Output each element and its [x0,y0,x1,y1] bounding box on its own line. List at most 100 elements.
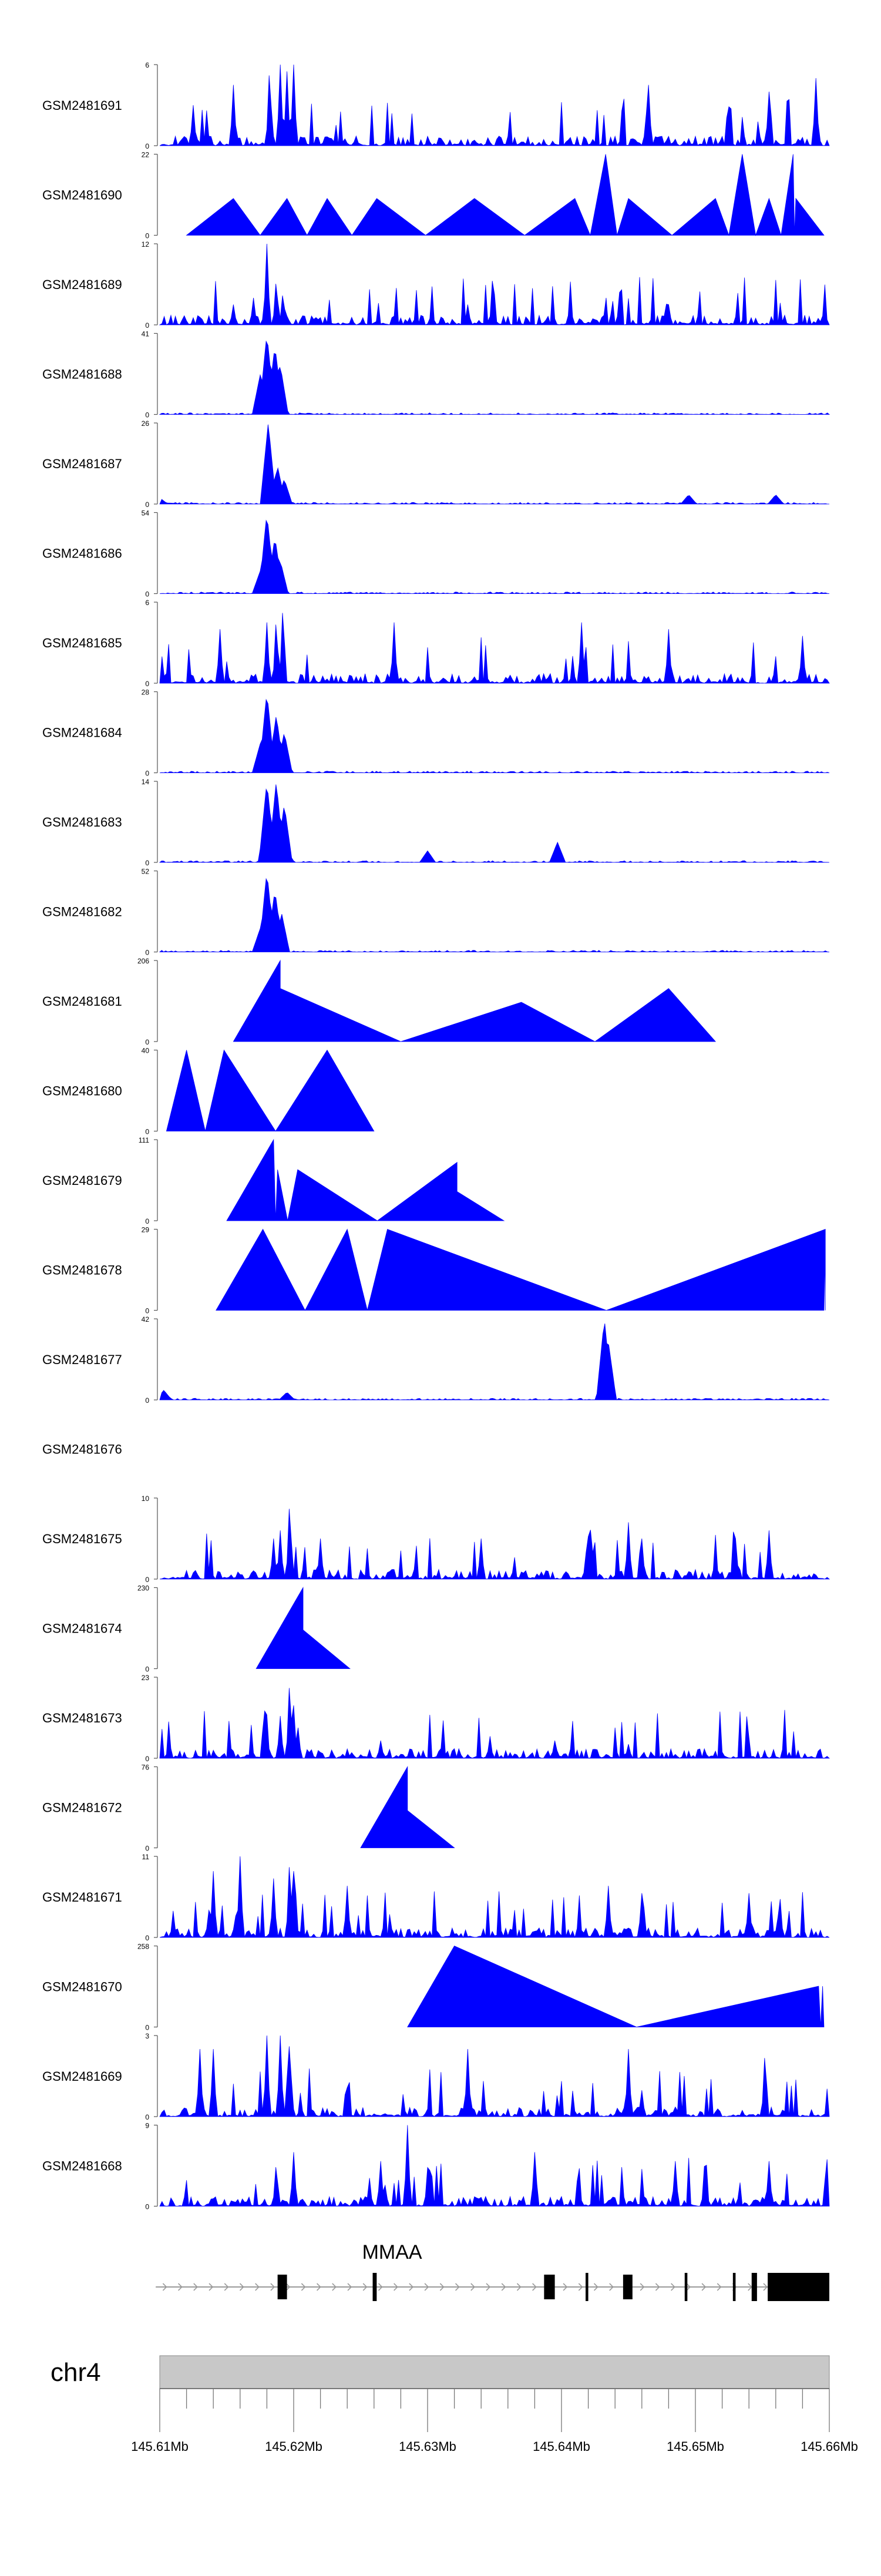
strand-arrow [563,2283,568,2291]
track-label: GSM2481690 [42,188,122,203]
signal-area [255,1587,351,1669]
track-label: GSM2481691 [42,98,122,113]
track-label: GSM2481674 [42,1621,122,1636]
x-tick-label: 145.65Mb [667,2439,724,2454]
track-label: GSM2481687 [42,456,122,471]
signal-area [159,1856,830,1939]
y-tick-max: 54 [142,509,150,518]
y-tick-max: 6 [145,61,149,69]
y-tick-min: 0 [145,1307,149,1315]
signal-area [186,154,825,237]
strand-arrow [486,2283,491,2291]
strand-arrow [455,2283,460,2291]
strand-arrow [270,2283,275,2291]
strand-arrow [516,2283,522,2291]
y-tick-min: 0 [145,770,149,778]
signal-area [216,1228,826,1311]
signal-area [159,519,830,594]
x-tick-label: 145.61Mb [131,2439,189,2454]
track-label: GSM2481668 [42,2159,122,2174]
signal-area [233,959,717,1042]
strand-arrow [362,2283,368,2291]
strand-arrow [717,2283,722,2291]
strand-arrow [301,2283,306,2291]
track-gsm2481668: GSM2481668 9 0 [42,2122,830,2211]
y-tick-max: 9 [145,2122,149,2130]
y-tick-min: 0 [145,1576,149,1584]
chromosome-bar [159,2355,830,2389]
y-tick-min: 0 [145,501,149,509]
y-tick-max: 6 [145,599,149,607]
track-label: GSM2481684 [42,726,122,740]
y-tick-max: 26 [142,419,150,428]
track-label: GSM2481682 [42,905,122,919]
strand-arrow [317,2283,321,2291]
strand-arrow [686,2283,691,2291]
y-tick-max: 258 [137,1943,149,1951]
strand-arrow [255,2283,260,2291]
track-gsm2481687: GSM2481687 26 0 [42,419,830,509]
strand-arrow [640,2283,645,2291]
exon [372,2273,377,2301]
exon [623,2275,633,2299]
track-label: GSM2481669 [42,2069,122,2084]
track-gsm2481683: GSM2481683 14 0 [42,778,830,867]
track-gsm2481671: GSM2481671 11 0 [42,1853,830,1942]
track-label: GSM2481677 [42,1352,122,1367]
strand-arrow [224,2283,229,2291]
strand-arrow [671,2283,675,2291]
y-tick-min: 0 [145,1217,149,1225]
strand-arrow [162,2283,167,2291]
strand-arrow [532,2283,537,2291]
signal-area [159,2035,830,2118]
signal-area [159,878,830,952]
track-label: GSM2481676 [42,1442,122,1457]
track-gsm2481682: GSM2481682 52 0 [42,868,830,957]
track-label: GSM2481673 [42,1711,122,1725]
strand-arrow [501,2283,506,2291]
strand-arrow [193,2283,198,2291]
y-tick-min: 0 [145,590,149,599]
strand-arrow [424,2283,429,2291]
track-label: GSM2481679 [42,1173,122,1188]
exon [732,2273,736,2301]
track-gsm2481691: GSM2481691 6 0 [42,61,830,150]
strand-arrow [178,2283,183,2291]
y-tick-min: 0 [145,2113,149,2121]
track-gsm2481674: GSM2481674 230 0 [42,1584,351,1674]
y-tick-max: 42 [142,1315,150,1324]
strand-arrow [394,2283,398,2291]
signal-area [159,784,830,863]
signal-area [166,1049,375,1132]
track-label: GSM2481686 [42,546,122,561]
y-tick-max: 22 [142,151,150,159]
strand-arrow [209,2283,214,2291]
track-label: GSM2481671 [42,1890,122,1905]
track-gsm2481688: GSM2481688 41 0 [42,330,830,419]
strand-arrow [470,2283,475,2291]
signal-area [226,1138,505,1221]
track-gsm2481673: GSM2481673 23 0 [42,1674,830,1763]
track-label: GSM2481689 [42,277,122,292]
strand-arrow [332,2283,337,2291]
track-gsm2481669: GSM2481669 3 0 [42,2032,830,2121]
track-gsm2481681: GSM2481681 206 0 [42,957,717,1046]
signal-area [159,64,830,147]
track-gsm2481670: GSM2481670 258 0 [42,1943,825,2032]
y-tick-max: 14 [142,778,150,786]
strand-arrow [378,2283,383,2291]
track-gsm2481685: GSM2481685 6 0 [42,599,830,688]
y-tick-max: 52 [142,868,150,876]
y-tick-min: 0 [145,1038,149,1046]
track-label: GSM2481670 [42,1980,122,1994]
chromosome-axis: chr4 145.61Mb 145.62Mb 145.63Mb 145.64Mb 145… [51,2355,858,2454]
signal-area [159,424,830,505]
track-gsm2481689: GSM2481689 12 0 [42,240,830,330]
track-label: GSM2481678 [42,1263,122,1278]
track-gsm2481684: GSM2481684 28 0 [42,688,830,778]
x-tick-label: 145.66Mb [801,2439,858,2454]
track-label: GSM2481680 [42,1084,122,1099]
y-tick-min: 0 [145,859,149,867]
gene-name-label: MMAA [362,2241,422,2263]
